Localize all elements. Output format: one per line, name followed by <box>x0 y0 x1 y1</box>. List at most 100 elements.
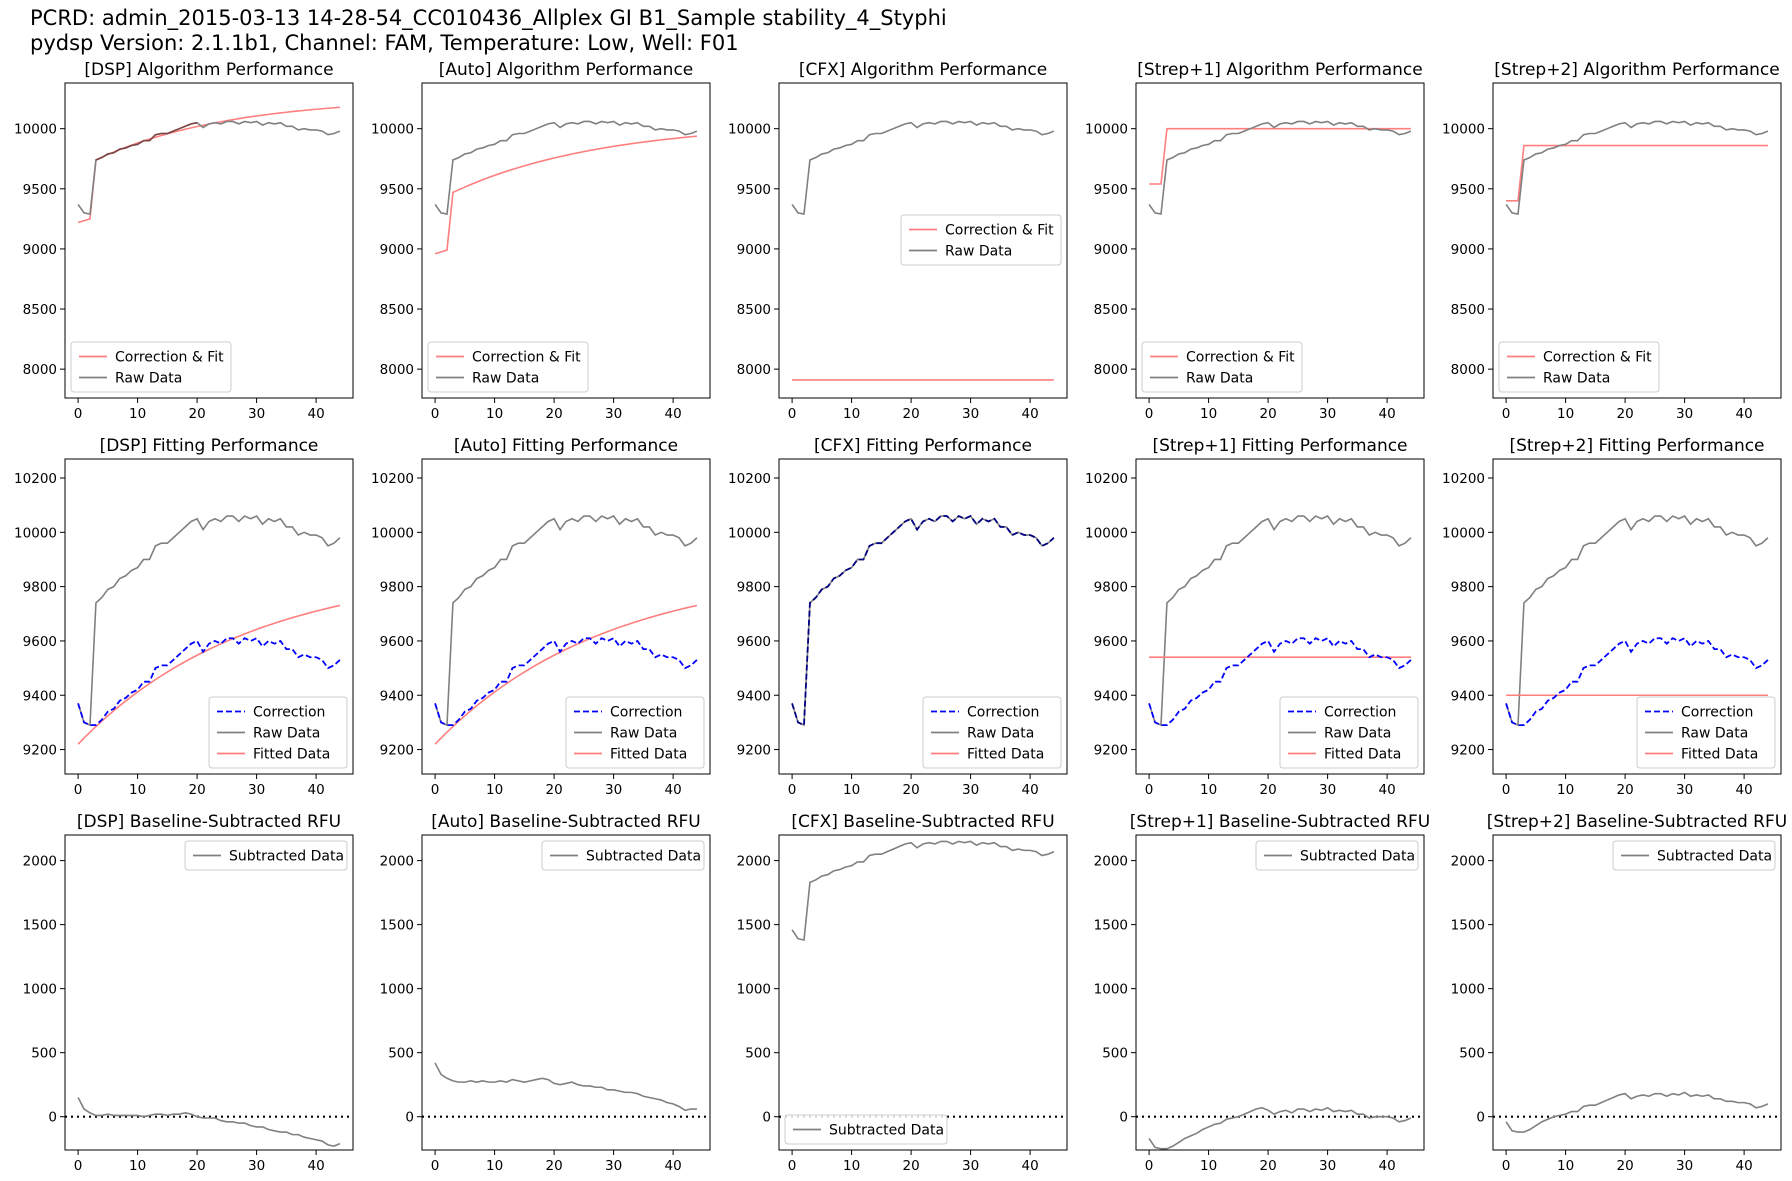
y-tick-label: 0 <box>405 1110 414 1126</box>
y-tick-label: 9200 <box>23 743 57 759</box>
series-raw-data <box>1505 120 1769 216</box>
plot-area <box>791 120 1055 381</box>
y-tick-label: 8500 <box>737 302 771 318</box>
x-tick-label: 40 <box>1736 406 1753 422</box>
series-raw-data <box>77 515 341 727</box>
plot-area <box>1148 120 1412 216</box>
y-tick-label: 2000 <box>23 854 57 870</box>
panel-title: [Auto] Algorithm Performance <box>439 60 694 80</box>
legend-box <box>1255 840 1419 871</box>
x-tick-label: 10 <box>129 406 146 422</box>
x-tick-label: 40 <box>665 782 682 798</box>
x-tick-label: 40 <box>1022 782 1039 798</box>
panel-subtracted-dsp: [DSP] Baseline-Subtracted RFU 0 500 1000 150… <box>23 812 354 1174</box>
x-tick-label: 30 <box>1676 406 1693 422</box>
plot-area <box>77 106 341 224</box>
panel-algorithm-auto: [Auto] Algorithm Performance 8000 8500 9000… <box>371 60 711 422</box>
y-tick-label: 500 <box>1102 1046 1128 1062</box>
panel-title: [Strep+2] Algorithm Performance <box>1494 60 1779 80</box>
y-tick-label: 1000 <box>737 982 771 998</box>
x-tick-label: 40 <box>1379 406 1396 422</box>
y-tick-label: 8000 <box>1094 362 1128 378</box>
y-tick-label: 500 <box>388 1046 414 1062</box>
y-tick-label: 10000 <box>371 122 414 138</box>
x-tick-label: 40 <box>1379 1158 1396 1174</box>
legend: Correction Raw Data Fitted Data <box>1636 696 1776 769</box>
x-tick-label: 30 <box>962 1158 979 1174</box>
axes-frame <box>1135 82 1425 399</box>
x-tick-label: 10 <box>486 406 503 422</box>
axes-frame <box>64 82 354 399</box>
x-tick-label: 40 <box>308 406 325 422</box>
y-tick-label: 10200 <box>14 471 57 487</box>
plot-area <box>77 515 341 745</box>
y-tick-label: 9000 <box>1451 242 1485 258</box>
panel-fitting-dsp: [DSP] Fitting Performance 9200 9400 9600 980… <box>14 436 354 798</box>
x-tick-label: 0 <box>74 406 83 422</box>
y-tick-label: 9000 <box>23 242 57 258</box>
y-tick-label: 500 <box>31 1046 57 1062</box>
axes-frame <box>421 458 711 775</box>
x-tick-label: 10 <box>486 782 503 798</box>
legend: Subtracted Data <box>1255 840 1419 871</box>
series-correction <box>77 637 341 727</box>
legend: Correction & Fit Raw Data <box>900 214 1062 266</box>
plot-area <box>434 515 698 745</box>
y-tick-label: 1500 <box>1094 918 1128 934</box>
x-tick-label: 0 <box>74 1158 83 1174</box>
legend-label: Raw Data <box>610 726 677 742</box>
series-fitted-data <box>77 604 341 745</box>
legend-label: Correction <box>1324 705 1396 721</box>
y-tick-label: 9500 <box>1451 182 1485 198</box>
plot-area <box>779 840 1067 1118</box>
x-tick-label: 10 <box>843 406 860 422</box>
legend-label: Raw Data <box>1681 726 1748 742</box>
x-tick-label: 20 <box>546 1158 563 1174</box>
y-tick-label: 9200 <box>1094 743 1128 759</box>
axes-frame <box>1135 834 1425 1151</box>
y-tick-label: 2000 <box>737 854 771 870</box>
panel-algorithm-cfx: [CFX] Algorithm Performance 8000 8500 9000 9… <box>728 60 1068 422</box>
panel-title: [Strep+2] Baseline-Subtracted RFU <box>1487 812 1787 832</box>
series-correction <box>434 637 698 727</box>
x-tick-label: 20 <box>1260 406 1277 422</box>
legend-label: Fitted Data <box>253 747 330 763</box>
series-correction <box>791 514 1055 727</box>
y-tick-label: 8000 <box>1451 362 1485 378</box>
panel-algorithm-strepplus1: [Strep+1] Algorithm Performance 8000 8500 9… <box>1085 60 1425 422</box>
series-raw-data <box>77 120 341 216</box>
legend: Subtracted Data <box>541 840 705 871</box>
x-tick-label: 20 <box>903 406 920 422</box>
series-subtracted-data <box>77 1097 341 1147</box>
legend: Subtracted Data <box>184 840 348 871</box>
y-tick-label: 1500 <box>380 918 414 934</box>
y-tick-label: 9600 <box>1094 634 1128 650</box>
legend-label: Raw Data <box>1543 371 1610 387</box>
x-tick-label: 20 <box>1617 782 1634 798</box>
axes-frame <box>778 458 1068 775</box>
axes-frame <box>1135 458 1425 775</box>
legend-box <box>70 341 232 393</box>
legend-box <box>784 1114 948 1145</box>
panel-title: [CFX] Fitting Performance <box>814 436 1032 456</box>
panel-title: [CFX] Algorithm Performance <box>799 60 1047 80</box>
x-tick-label: 30 <box>1319 406 1336 422</box>
legend-box <box>1636 696 1776 769</box>
legend-label: Correction <box>253 705 325 721</box>
y-tick-label: 9500 <box>737 182 771 198</box>
legend-label: Subtracted Data <box>229 849 344 865</box>
x-tick-label: 40 <box>665 1158 682 1174</box>
panel-title: [Auto] Fitting Performance <box>454 436 678 456</box>
series-raw-data <box>1148 515 1412 727</box>
series-raw-data <box>791 515 1055 727</box>
legend-box <box>1279 696 1419 769</box>
y-tick-label: 9500 <box>1094 182 1128 198</box>
x-tick-label: 10 <box>843 1158 860 1174</box>
y-tick-label: 8500 <box>380 302 414 318</box>
y-tick-label: 9800 <box>1094 580 1128 596</box>
y-tick-label: 9800 <box>737 580 771 596</box>
legend-label: Correction & Fit <box>115 350 224 366</box>
x-tick-label: 30 <box>248 1158 265 1174</box>
axes-frame <box>64 834 354 1151</box>
